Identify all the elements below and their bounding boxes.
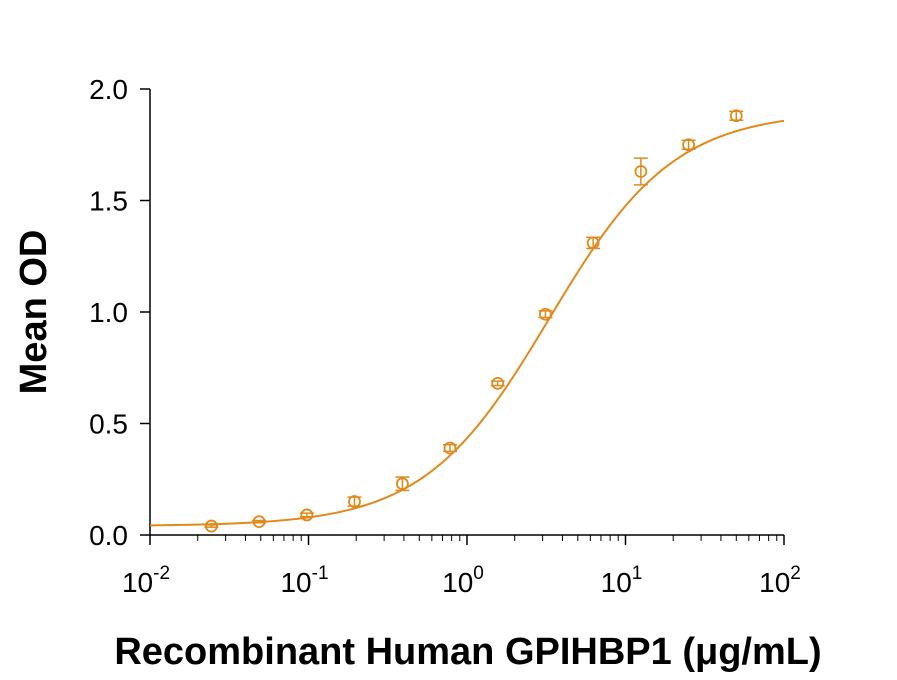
y-tick-labels: 0.0 0.5 1.0 1.5 2.0 xyxy=(89,74,128,551)
y-axis-title: Mean OD xyxy=(13,230,55,395)
x-tick-label: 100 xyxy=(442,563,484,598)
point-marker xyxy=(586,236,600,250)
y-tick-label: 1.5 xyxy=(89,186,128,217)
x-tick-label: 101 xyxy=(601,563,643,598)
point-marker xyxy=(539,307,552,321)
point-marker xyxy=(682,138,695,152)
y-tick-label: 1.0 xyxy=(89,297,128,328)
fit-curve xyxy=(149,119,785,527)
point-marker xyxy=(348,495,361,508)
point-marker xyxy=(300,508,314,522)
data-points xyxy=(204,109,744,533)
y-tick-label: 2.0 xyxy=(89,74,128,105)
axes xyxy=(140,88,785,545)
data-point xyxy=(681,138,696,152)
y-tick-label: 0.5 xyxy=(89,409,128,440)
x-axis-title: Recombinant Human GPIHBP1 (μg/mL) xyxy=(114,631,821,673)
data-point xyxy=(586,236,601,250)
x-tick-label: 10-1 xyxy=(280,563,328,598)
x-tick-label: 10-2 xyxy=(122,563,170,598)
point-marker xyxy=(252,515,266,529)
data-point xyxy=(347,495,362,508)
data-point xyxy=(633,157,648,186)
point-marker xyxy=(634,165,648,178)
y-tick-label: 0.0 xyxy=(89,520,128,551)
data-point xyxy=(204,519,219,533)
data-point xyxy=(490,376,505,390)
point-marker xyxy=(491,376,505,390)
data-point xyxy=(442,441,457,455)
point-marker xyxy=(729,109,743,123)
point-marker xyxy=(443,441,457,455)
data-point xyxy=(729,109,744,123)
data-point xyxy=(538,307,553,321)
x-tick-label: 102 xyxy=(759,563,801,598)
data-point xyxy=(299,508,314,522)
point-marker xyxy=(395,477,409,491)
data-point xyxy=(252,515,267,529)
x-tick-labels: 10-2 10-1 100 101 102 xyxy=(122,563,801,598)
point-marker xyxy=(205,519,218,533)
data-point xyxy=(395,476,410,492)
